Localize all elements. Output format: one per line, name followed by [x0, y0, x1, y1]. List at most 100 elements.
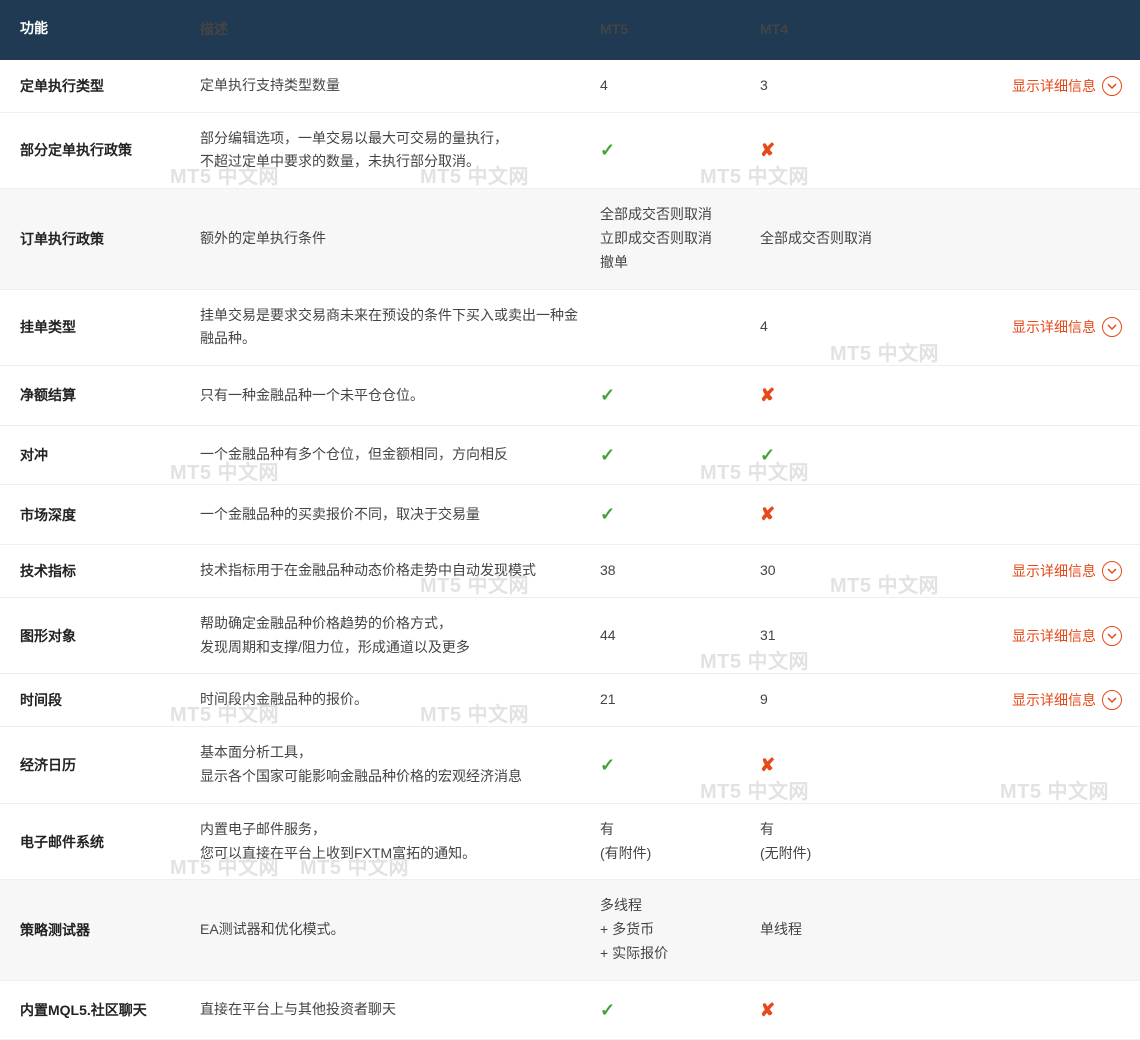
mt4-cell: ✘: [760, 380, 920, 411]
check-icon: ✓: [600, 385, 615, 405]
mt5-cell: ✓: [600, 750, 760, 781]
table-body: 定单执行类型定单执行支持类型数量43显示详细信息MT5 中文网www.mt5us…: [0, 60, 1140, 1040]
desc-cell: 时间段内金融品种的报价。: [200, 688, 600, 712]
feature-cell: 定单执行类型: [0, 76, 200, 96]
table-row: 内置MQL5.社区聊天直接在平台上与其他投资者聊天✓✘: [0, 981, 1140, 1040]
mt5-cell: 4: [600, 74, 760, 98]
mt5-cell: ✓: [600, 135, 760, 166]
show-detail-label: 显示详细信息: [1012, 561, 1096, 581]
show-detail-button[interactable]: 显示详细信息: [1012, 561, 1122, 581]
show-detail-button[interactable]: 显示详细信息: [1012, 317, 1122, 337]
desc-cell: 帮助确定金融品种价格趋势的价格方式，发现周期和支撑/阻力位，形成通道以及更多: [200, 612, 600, 660]
action-cell: 显示详细信息: [920, 626, 1140, 646]
cross-icon: ✘: [760, 1000, 775, 1020]
table-header: 功能 描述 MT5 MT4: [0, 0, 1140, 60]
show-detail-button[interactable]: 显示详细信息: [1012, 76, 1122, 96]
desc-cell: 只有一种金融品种一个未平仓仓位。: [200, 384, 600, 408]
feature-cell: 电子邮件系统: [0, 832, 200, 852]
chevron-down-icon: [1102, 76, 1122, 96]
mt4-cell: ✘: [760, 995, 920, 1026]
feature-cell: 对冲: [0, 445, 200, 465]
desc-cell: 基本面分析工具，显示各个国家可能影响金融品种价格的宏观经济消息: [200, 741, 600, 789]
desc-cell: 挂单交易是要求交易商未来在预设的条件下买入或卖出一种金融品种。: [200, 304, 600, 352]
desc-cell: 额外的定单执行条件: [200, 227, 600, 251]
mt5-cell: ✓: [600, 995, 760, 1026]
mt4-cell: 全部成交否则取消: [760, 227, 920, 251]
feature-cell: 净额结算: [0, 385, 200, 405]
table-row: MT5 中文网www.mt5user.comMT5 中文网www.mt5user…: [0, 426, 1140, 486]
table-row: MT5 中文网www.mt5user.com挂单类型挂单交易是要求交易商未来在预…: [0, 290, 1140, 367]
cross-icon: ✘: [760, 755, 775, 775]
show-detail-label: 显示详细信息: [1012, 317, 1096, 337]
desc-cell: 一个金融品种有多个仓位，但金额相同，方向相反: [200, 443, 600, 467]
header-mt5: MT5: [600, 18, 760, 42]
table-row: 策略测试器EA测试器和优化模式。多线程+ 多货币+ 实际报价单线程: [0, 880, 1140, 980]
feature-cell: 经济日历: [0, 755, 200, 775]
desc-cell: 定单执行支持类型数量: [200, 74, 600, 98]
show-detail-label: 显示详细信息: [1012, 690, 1096, 710]
mt5-cell: ✓: [600, 440, 760, 471]
feature-cell: 部分定单执行政策: [0, 140, 200, 160]
chevron-down-icon: [1102, 690, 1122, 710]
show-detail-label: 显示详细信息: [1012, 626, 1096, 646]
feature-cell: 时间段: [0, 690, 200, 710]
mt4-cell: ✘: [760, 499, 920, 530]
feature-cell: 内置MQL5.社区聊天: [0, 1000, 200, 1020]
header-mt4: MT4: [760, 18, 920, 42]
feature-cell: 订单执行政策: [0, 229, 200, 249]
check-icon: ✓: [600, 445, 615, 465]
mt5-cell: ✓: [600, 380, 760, 411]
feature-cell: 挂单类型: [0, 317, 200, 337]
chevron-down-icon: [1102, 317, 1122, 337]
mt4-cell: 有(无附件): [760, 818, 920, 866]
table-row: 定单执行类型定单执行支持类型数量43 显示详细信息: [0, 60, 1140, 113]
mt5-cell: 全部成交否则取消立即成交否则取消撤单: [600, 203, 760, 274]
table-row: 净额结算只有一种金融品种一个未平仓仓位。✓ ✘: [0, 366, 1140, 426]
check-icon: ✓: [600, 755, 615, 775]
action-cell: 显示详细信息: [920, 690, 1140, 710]
cross-icon: ✘: [760, 385, 775, 405]
mt4-cell: ✘: [760, 135, 920, 166]
check-icon: ✓: [760, 445, 775, 465]
mt5-cell: 38: [600, 559, 760, 583]
mt4-cell: 30: [760, 559, 920, 583]
mt5-cell: ✓: [600, 499, 760, 530]
table-row: MT5 中文网www.mt5user.comMT5 中文网www.mt5user…: [0, 113, 1140, 190]
mt4-cell: ✘: [760, 750, 920, 781]
header-feature: 功能: [0, 18, 200, 42]
feature-cell: 策略测试器: [0, 920, 200, 940]
desc-cell: EA测试器和优化模式。: [200, 918, 600, 942]
table-row: 市场深度一个金融品种的买卖报价不同，取决于交易量✓✘: [0, 485, 1140, 545]
table-row: MT5 中文网www.mt5user.comMT5 中文网www.mt5user…: [0, 727, 1140, 804]
show-detail-button[interactable]: 显示详细信息: [1012, 690, 1122, 710]
mt4-cell: ✓: [760, 440, 920, 471]
mt5-cell: 44: [600, 624, 760, 648]
desc-cell: 技术指标用于在金融品种动态价格走势中自动发现模式: [200, 559, 600, 583]
action-cell: 显示详细信息: [920, 76, 1140, 96]
chevron-down-icon: [1102, 561, 1122, 581]
mt4-cell: 单线程: [760, 918, 920, 942]
check-icon: ✓: [600, 504, 615, 524]
desc-cell: 部分编辑选项，一单交易以最大可交易的量执行，不超过定单中要求的数量，未执行部分取…: [200, 127, 600, 175]
mt4-cell: 3: [760, 74, 920, 98]
mt4-cell: 31: [760, 624, 920, 648]
desc-cell: 内置电子邮件服务，您可以直接在平台上收到FXTM富拓的通知。: [200, 818, 600, 866]
chevron-down-icon: [1102, 626, 1122, 646]
mt4-cell: 9: [760, 688, 920, 712]
mt5-cell: 21: [600, 688, 760, 712]
table-row: MT5 中文网www.mt5user.comMT5 中文网www.mt5user…: [0, 545, 1140, 598]
mt5-cell: 多线程+ 多货币+ 实际报价: [600, 894, 760, 965]
header-desc: 描述: [200, 18, 600, 42]
comparison-table: 功能 描述 MT5 MT4 定单执行类型定单执行支持类型数量43显示详细信息MT…: [0, 0, 1140, 1040]
table-row: MT5 中文网www.mt5user.comMT5 中文网www.mt5user…: [0, 674, 1140, 727]
show-detail-label: 显示详细信息: [1012, 76, 1096, 96]
table-row: MT5 中文网www.mt5user.comMT5 中文网www.mt5user…: [0, 804, 1140, 881]
header-action: [920, 18, 1140, 42]
cross-icon: ✘: [760, 140, 775, 160]
feature-cell: 市场深度: [0, 505, 200, 525]
desc-cell: 直接在平台上与其他投资者聊天: [200, 998, 600, 1022]
show-detail-button[interactable]: 显示详细信息: [1012, 626, 1122, 646]
mt4-cell: 4: [760, 315, 920, 339]
action-cell: 显示详细信息: [920, 561, 1140, 581]
check-icon: ✓: [600, 140, 615, 160]
